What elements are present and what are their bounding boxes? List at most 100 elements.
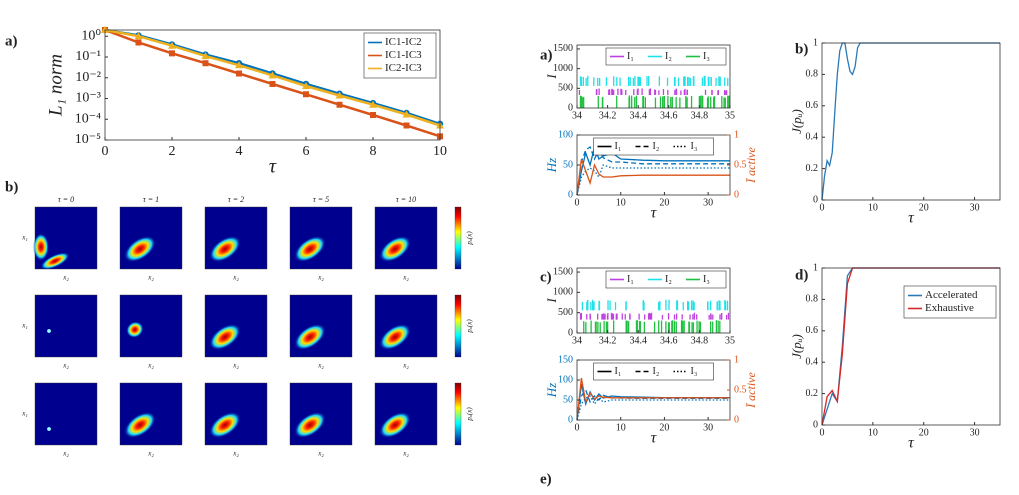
x-tick-label: 34.6 <box>660 110 678 121</box>
plot-frame <box>821 42 1001 201</box>
marker <box>168 41 176 49</box>
panel-title: τ = 1 <box>143 195 159 204</box>
x-tick-label: 30 <box>970 427 980 438</box>
x-tick-label: 10 <box>616 197 626 208</box>
x-tick-label: 34.4 <box>629 110 647 121</box>
x-tick-label: 34.8 <box>691 335 709 346</box>
marker <box>403 122 410 129</box>
x-axis-label: x₂ <box>232 450 239 458</box>
x-tick-label: 35 <box>725 110 735 121</box>
density-blob <box>209 235 241 263</box>
colorbar-label: pᵤ(x) <box>466 407 474 422</box>
y-tick-label: 0.6 <box>806 100 819 111</box>
y2-tick-label: 1 <box>734 354 739 365</box>
y-axis-label: I <box>544 298 559 304</box>
y2-tick-label: 1 <box>734 129 739 140</box>
colorbar-label: pᵤ(x) <box>466 231 474 246</box>
x-tick-label: 6 <box>303 144 310 159</box>
x-tick-label: 34 <box>572 335 582 346</box>
x-tick-label: 10 <box>433 144 447 159</box>
y-tick-label: 1 <box>813 262 818 273</box>
x-axis-label: x₂ <box>402 450 409 458</box>
marker <box>336 101 343 108</box>
x-tick-label: 0 <box>102 144 109 159</box>
colorbar <box>454 382 462 446</box>
panel-label: a) <box>5 33 18 49</box>
legend-label: I₁ <box>615 141 622 152</box>
x-tick-label: 34.6 <box>660 335 678 346</box>
density-blob <box>379 235 411 263</box>
y2-axis-label: Ī active <box>744 372 758 409</box>
y-tick-label: 0.6 <box>806 325 819 336</box>
panel-title: τ = 0 <box>58 195 74 204</box>
x-axis-label: x₂ <box>62 450 69 458</box>
density-blob <box>40 252 70 270</box>
density-blob <box>126 321 144 338</box>
marker <box>369 100 377 108</box>
x-axis-label: x₂ <box>317 450 324 458</box>
legend-label: I₃ <box>703 51 710 62</box>
x-tick-label: 34.4 <box>629 335 647 346</box>
series-line <box>576 164 730 196</box>
x-tick-label: 8 <box>370 144 377 159</box>
x-tick-label: 34 <box>572 110 582 121</box>
legend-label: I₃ <box>691 366 698 377</box>
legend-label: Accelerated <box>925 289 978 301</box>
x-axis-label: x₂ <box>317 362 324 370</box>
y2-tick-label: 0 <box>734 189 739 200</box>
series-line <box>821 42 1000 201</box>
density-blob <box>124 411 156 439</box>
panel-title: τ = 2 <box>228 195 244 204</box>
initial-point <box>46 426 52 432</box>
density-blob <box>209 323 241 351</box>
y-tick-label: 50 <box>563 159 573 170</box>
x-tick-label: 20 <box>919 427 929 438</box>
x-axis-label: τ <box>269 156 277 178</box>
marker <box>303 91 309 98</box>
x-tick-label: 10 <box>868 202 878 213</box>
x-tick-label: 34.8 <box>691 110 709 121</box>
y-axis-label: J(pᵤ) <box>789 334 804 359</box>
x-axis-label: x₂ <box>232 274 239 282</box>
x-axis-label: x₂ <box>147 274 154 282</box>
legend-box <box>605 270 727 289</box>
x-axis-label: x₂ <box>232 362 239 370</box>
y-tick-label: 0 <box>813 419 818 430</box>
marker <box>402 110 411 118</box>
y-tick-label: 1000 <box>553 287 573 298</box>
y-tick-label: 100 <box>558 374 573 385</box>
x-tick-label: 30 <box>703 197 713 208</box>
x-tick-label: 20 <box>659 197 669 208</box>
x-axis-label: τ <box>651 430 658 447</box>
x-axis-label: τ <box>908 435 915 452</box>
x-axis-label: τ <box>908 210 915 227</box>
density-blob <box>294 235 326 263</box>
y-axis-label: x₁ <box>21 322 28 330</box>
density-blob <box>209 411 241 439</box>
y-tick-label: 10⁻⁴ <box>75 111 101 126</box>
panel-label: b) <box>795 41 808 57</box>
legend-label: I₂ <box>665 274 672 285</box>
y-tick-label: 10⁻⁵ <box>75 132 101 147</box>
plot-frame <box>576 44 731 109</box>
y-tick-label: 0.8 <box>806 294 819 305</box>
series-line <box>576 145 730 196</box>
marker <box>134 32 143 40</box>
y-tick-label: 0 <box>813 194 818 205</box>
marker <box>201 52 210 60</box>
x-axis-label: x₂ <box>62 274 69 282</box>
x-tick-label: 0 <box>820 202 825 213</box>
x-tick-label: 34.2 <box>599 110 617 121</box>
x-axis-label: x₂ <box>147 362 154 370</box>
heatmap-cell <box>34 294 98 358</box>
y-tick-label: 500 <box>558 83 573 94</box>
y-axis-label: x₁ <box>21 410 28 418</box>
series-line <box>576 383 730 421</box>
heatmap-cell <box>34 382 98 446</box>
x-axis-label: x₂ <box>402 362 409 370</box>
y2-axis-label: Ī active <box>744 147 758 184</box>
series-line <box>576 158 730 196</box>
colorbar <box>454 206 462 270</box>
x-tick-label: 10 <box>868 427 878 438</box>
y-tick-label: 0.2 <box>806 163 819 174</box>
